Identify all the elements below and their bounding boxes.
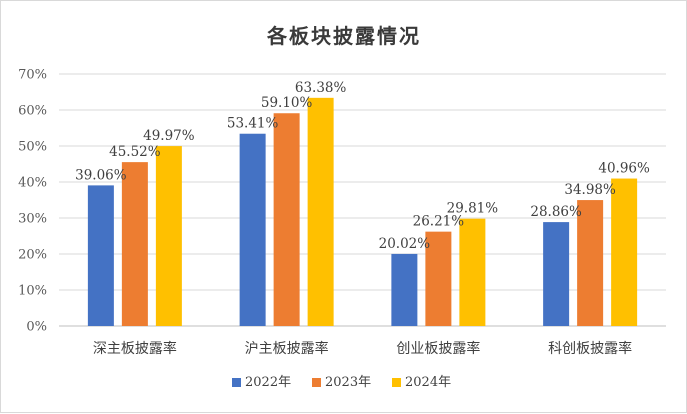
x-category-label: 沪主板披露率 (245, 340, 329, 357)
data-label: 29.81% (447, 201, 499, 217)
bar (391, 253, 418, 326)
y-tick-label: 10% (18, 284, 47, 299)
y-tick-label: 30% (18, 212, 47, 227)
bar (459, 218, 486, 326)
data-label: 45.52% (109, 144, 161, 160)
y-tick-label: 0% (26, 320, 47, 335)
data-label: 40.96% (598, 161, 650, 177)
bar (543, 222, 570, 326)
bar (87, 185, 114, 326)
bar (577, 200, 604, 326)
bar (307, 97, 334, 326)
x-category-label: 深主板披露率 (93, 340, 177, 357)
bars (87, 97, 638, 327)
bar (155, 146, 182, 326)
data-label: 49.97% (143, 128, 195, 144)
data-labels: 39.06% 45.52%49.97% 53.41% 59.10%63.38% 20.0… (75, 80, 650, 252)
data-label: 59.10% (261, 95, 313, 111)
bar (273, 113, 300, 327)
legend: 2022年 2023年 2024年 (232, 375, 451, 390)
legend-label: 2023年 (325, 375, 371, 390)
data-label: 39.06% (75, 167, 127, 183)
chart-title: 各板块披露情况 (266, 24, 421, 48)
legend-swatch (232, 378, 241, 387)
data-label: 26.21% (413, 214, 465, 230)
data-label: 63.38% (295, 80, 347, 96)
y-tick-label: 40% (18, 176, 47, 191)
data-label: 53.41% (227, 116, 279, 132)
legend-label: 2022年 (245, 375, 291, 390)
bar (121, 162, 148, 326)
y-tick-label: 70% (18, 68, 47, 83)
y-tick-label: 20% (18, 248, 47, 263)
data-label: 28.86% (530, 204, 582, 220)
bar (611, 178, 638, 326)
y-tick-label: 60% (18, 104, 47, 119)
bar (239, 133, 266, 326)
x-category-label: 创业板披露率 (396, 340, 480, 357)
bar (425, 231, 452, 326)
data-label: 20.02% (379, 236, 431, 252)
legend-swatch (392, 378, 401, 387)
x-category-label: 科创板披露率 (548, 340, 632, 357)
y-tick-label: 50% (18, 140, 47, 155)
x-axis-categories: 深主板披露率 沪主板披露率 创业板披露率 科创板披露率 (93, 340, 632, 357)
legend-swatch (312, 378, 321, 387)
y-axis-ticks: 0% 10% 20% 30% 40% 50% 60% 70% (18, 68, 47, 335)
legend-label: 2024年 (405, 375, 451, 390)
data-label: 34.98% (564, 182, 616, 198)
gridlines (59, 73, 666, 327)
